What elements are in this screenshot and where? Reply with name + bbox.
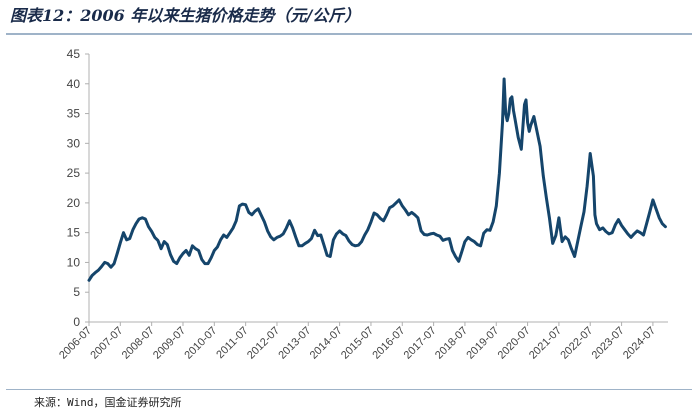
plot-area: [87, 77, 667, 282]
y-tick-label: 30: [67, 136, 81, 150]
x-tick-label: 2014-07: [308, 325, 345, 362]
y-tick-label: 20: [67, 196, 81, 210]
x-tick-label: 2019-07: [464, 325, 501, 362]
price-series-line: [87, 77, 667, 282]
x-tick-label: 2016-07: [370, 325, 407, 362]
x-tick-label: 2011-07: [214, 325, 250, 361]
x-tick-label: 2013-07: [276, 325, 313, 362]
source-note: 来源：Wind，国金证券研究所: [34, 396, 182, 409]
x-tick-label: 2008-07: [120, 325, 157, 362]
y-tick-label: 35: [67, 107, 81, 121]
x-tick-label: 2021-07: [527, 325, 564, 362]
y-tick-label: 45: [67, 47, 81, 61]
y-tick-label: 25: [67, 166, 81, 180]
y-axis: 0 5 10 15 20 25 30 35 40 45: [67, 47, 90, 329]
x-tick-label: 2017-07: [402, 325, 439, 362]
x-tick-label: 2007-07: [88, 325, 125, 362]
header-rule: [6, 33, 692, 35]
x-tick-label: 2009-07: [151, 325, 188, 362]
x-axis: 2006-072007-072008-072009-072010-072011-…: [57, 321, 668, 362]
y-tick-label: 40: [67, 77, 81, 91]
x-tick-label: 2023-07: [590, 325, 627, 362]
x-tick-label: 2018-07: [433, 325, 470, 362]
x-tick-label: 2006-07: [57, 325, 94, 362]
y-tick-label: 15: [67, 226, 81, 240]
x-tick-label: 2015-07: [339, 325, 376, 362]
x-tick-label: 2022-07: [558, 325, 595, 362]
line-chart: 0 5 10 15 20 25 30 35 40 45 2006-072007-072008-07…: [57, 47, 668, 362]
chart-title: 图表12：2006 年以来生猪价格走势（元/公斤）: [10, 6, 361, 25]
x-tick-label: 2012-07: [245, 325, 282, 362]
x-tick-label: 2020-07: [496, 325, 533, 362]
x-tick-label: 2010-07: [182, 325, 219, 362]
y-tick-label: 5: [73, 285, 80, 299]
footer-rule: [6, 389, 692, 390]
y-tick-label: 10: [67, 255, 81, 269]
x-tick-label: 2024-07: [621, 325, 658, 362]
y-tick-label: 0: [73, 315, 80, 329]
